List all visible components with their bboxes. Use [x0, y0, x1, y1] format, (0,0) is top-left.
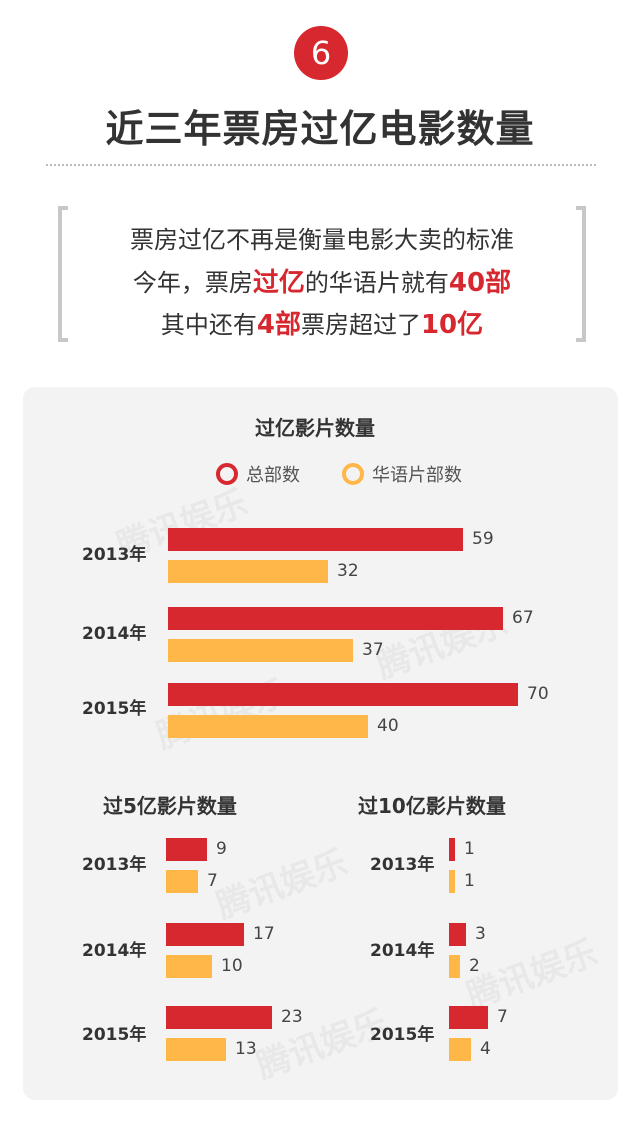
year-label: 2013年 [370, 855, 435, 875]
bar-total [168, 607, 503, 630]
bar-value-label: 4 [480, 1039, 491, 1059]
year-label: 2014年 [82, 941, 147, 961]
intro-highlight: 过亿 [252, 268, 305, 298]
bar-value-label: 67 [512, 608, 534, 628]
bar-chinese [168, 715, 368, 738]
intro-highlight: 40部 [448, 268, 512, 298]
legend-chinese-label: 华语片部数 [372, 465, 462, 486]
bar-chinese [166, 870, 198, 893]
bar-value-label: 13 [235, 1039, 257, 1059]
bar-value-label: 70 [527, 684, 549, 704]
intro-highlight: 10亿 [420, 310, 484, 340]
bar-value-label: 7 [497, 1007, 508, 1027]
bar-total [168, 683, 518, 706]
intro-line-1: 票房过亿不再是衡量电影大卖的标准 [130, 226, 514, 254]
watermark: 腾讯娱乐 [149, 665, 294, 758]
year-label: 2013年 [82, 545, 147, 565]
chart-title: 过亿影片数量 [255, 416, 375, 440]
bar-chinese [449, 870, 455, 893]
year-label: 2014年 [370, 941, 435, 961]
legend-circle-icon [342, 463, 364, 485]
bar-value-label: 59 [472, 529, 494, 549]
bar-value-label: 1 [464, 871, 475, 891]
bar-chinese [449, 955, 460, 978]
bar-chinese [166, 1038, 226, 1061]
bar-total [449, 838, 455, 861]
year-label: 2015年 [370, 1025, 435, 1045]
intro-highlight: 4部 [256, 310, 301, 340]
chart-panel: 腾讯娱乐 腾讯娱乐 腾讯娱乐 腾讯娱乐 腾讯娱乐 腾讯娱乐 [23, 387, 618, 1100]
bar-chinese [449, 1038, 471, 1061]
bar-total [168, 528, 463, 551]
bar-value-label: 17 [253, 924, 275, 944]
bar-value-label: 7 [207, 871, 218, 891]
step-number-badge: 6 [294, 26, 348, 80]
intro-quote: 票房过亿不再是衡量电影大卖的标准 今年，票房过亿的华语片就有40部 其中还有4部… [58, 206, 586, 342]
dotted-divider [46, 164, 596, 166]
bar-total [166, 838, 207, 861]
intro-text: 今年，票房 [132, 269, 253, 297]
year-label: 2014年 [82, 624, 147, 644]
intro-line-3: 其中还有4部票房超过了10亿 [58, 304, 586, 341]
chart-title: 过5亿影片数量 [103, 794, 237, 818]
year-label: 2015年 [82, 699, 147, 719]
year-label: 2013年 [82, 855, 147, 875]
watermark: 腾讯娱乐 [209, 835, 354, 928]
bar-value-label: 1 [464, 839, 475, 859]
bar-chinese [166, 955, 212, 978]
intro-text: 的华语片就有 [304, 269, 449, 297]
chart-title: 过10亿影片数量 [358, 794, 506, 818]
bar-chinese [168, 560, 328, 583]
bar-chinese [168, 639, 353, 662]
intro-text: 其中还有 [160, 311, 257, 339]
bar-total [449, 1006, 488, 1029]
bar-value-label: 2 [469, 956, 480, 976]
bar-total [166, 923, 244, 946]
bar-total [166, 1006, 272, 1029]
bar-value-label: 10 [221, 956, 243, 976]
legend-circle-icon [216, 463, 238, 485]
page-title: 近三年票房过亿电影数量 [105, 107, 535, 151]
bar-value-label: 3 [475, 924, 486, 944]
bar-value-label: 32 [337, 561, 359, 581]
legend-chinese: 华语片部数 [342, 461, 462, 487]
legend-total-label: 总部数 [246, 465, 300, 486]
legend-total: 总部数 [216, 461, 300, 487]
right-bracket [576, 206, 586, 342]
intro-line-2: 今年，票房过亿的华语片就有40部 [58, 262, 586, 299]
intro-text: 票房超过了 [300, 311, 421, 339]
left-bracket [58, 206, 68, 342]
bar-total [449, 923, 466, 946]
bar-value-label: 40 [377, 716, 399, 736]
year-label: 2015年 [82, 1025, 147, 1045]
bar-value-label: 9 [216, 839, 227, 859]
bar-value-label: 23 [281, 1007, 303, 1027]
bar-value-label: 37 [362, 640, 384, 660]
